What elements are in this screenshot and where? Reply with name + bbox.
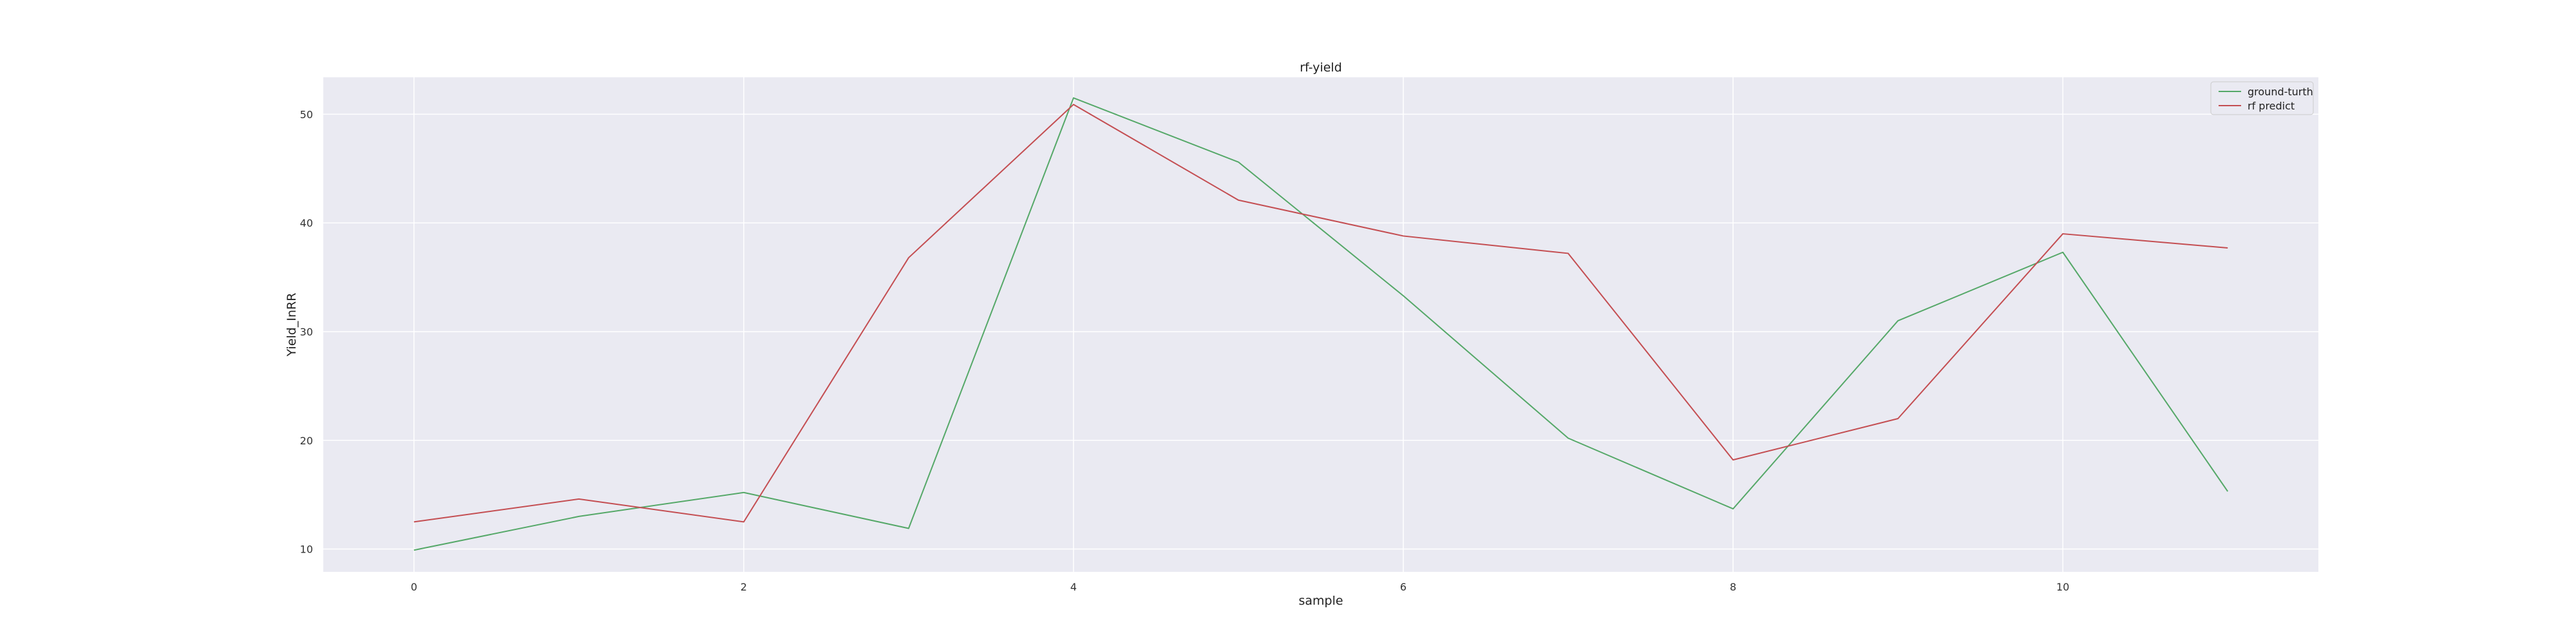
x-tick-label: 8 bbox=[1730, 581, 1736, 593]
series-line-ground-turth bbox=[413, 97, 2229, 551]
series-line-rf-predict bbox=[413, 104, 2228, 523]
legend-label-rf-predict: rf predict bbox=[2248, 100, 2295, 112]
y-tick-label: 20 bbox=[300, 435, 313, 447]
x-tick-label: 6 bbox=[1400, 581, 1406, 593]
y-tick-label: 10 bbox=[300, 544, 313, 556]
grid bbox=[323, 77, 2318, 572]
tick-labels: 0 2 4 6 8 10 10 20 30 40 50 bbox=[300, 108, 2070, 593]
y-tick-label: 50 bbox=[300, 108, 313, 120]
x-tick-label: 0 bbox=[411, 581, 417, 593]
chart-title: rf-yield bbox=[1300, 61, 1342, 75]
x-tick-label: 2 bbox=[741, 581, 747, 593]
x-axis-label: sample bbox=[1298, 594, 1343, 608]
legend-label-ground-turth: ground-turth bbox=[2248, 86, 2313, 98]
series-layer bbox=[413, 97, 2229, 551]
y-tick-label: 30 bbox=[300, 326, 313, 338]
x-tick-label: 10 bbox=[2056, 581, 2069, 593]
legend-box bbox=[2210, 81, 2314, 115]
x-tick-label: 4 bbox=[1070, 581, 1077, 593]
y-tick-label: 40 bbox=[300, 217, 313, 229]
legend: ground-turth rf predict bbox=[2210, 81, 2314, 115]
plot-area bbox=[323, 77, 2318, 572]
y-axis-label: Yield_InRR bbox=[285, 293, 299, 357]
